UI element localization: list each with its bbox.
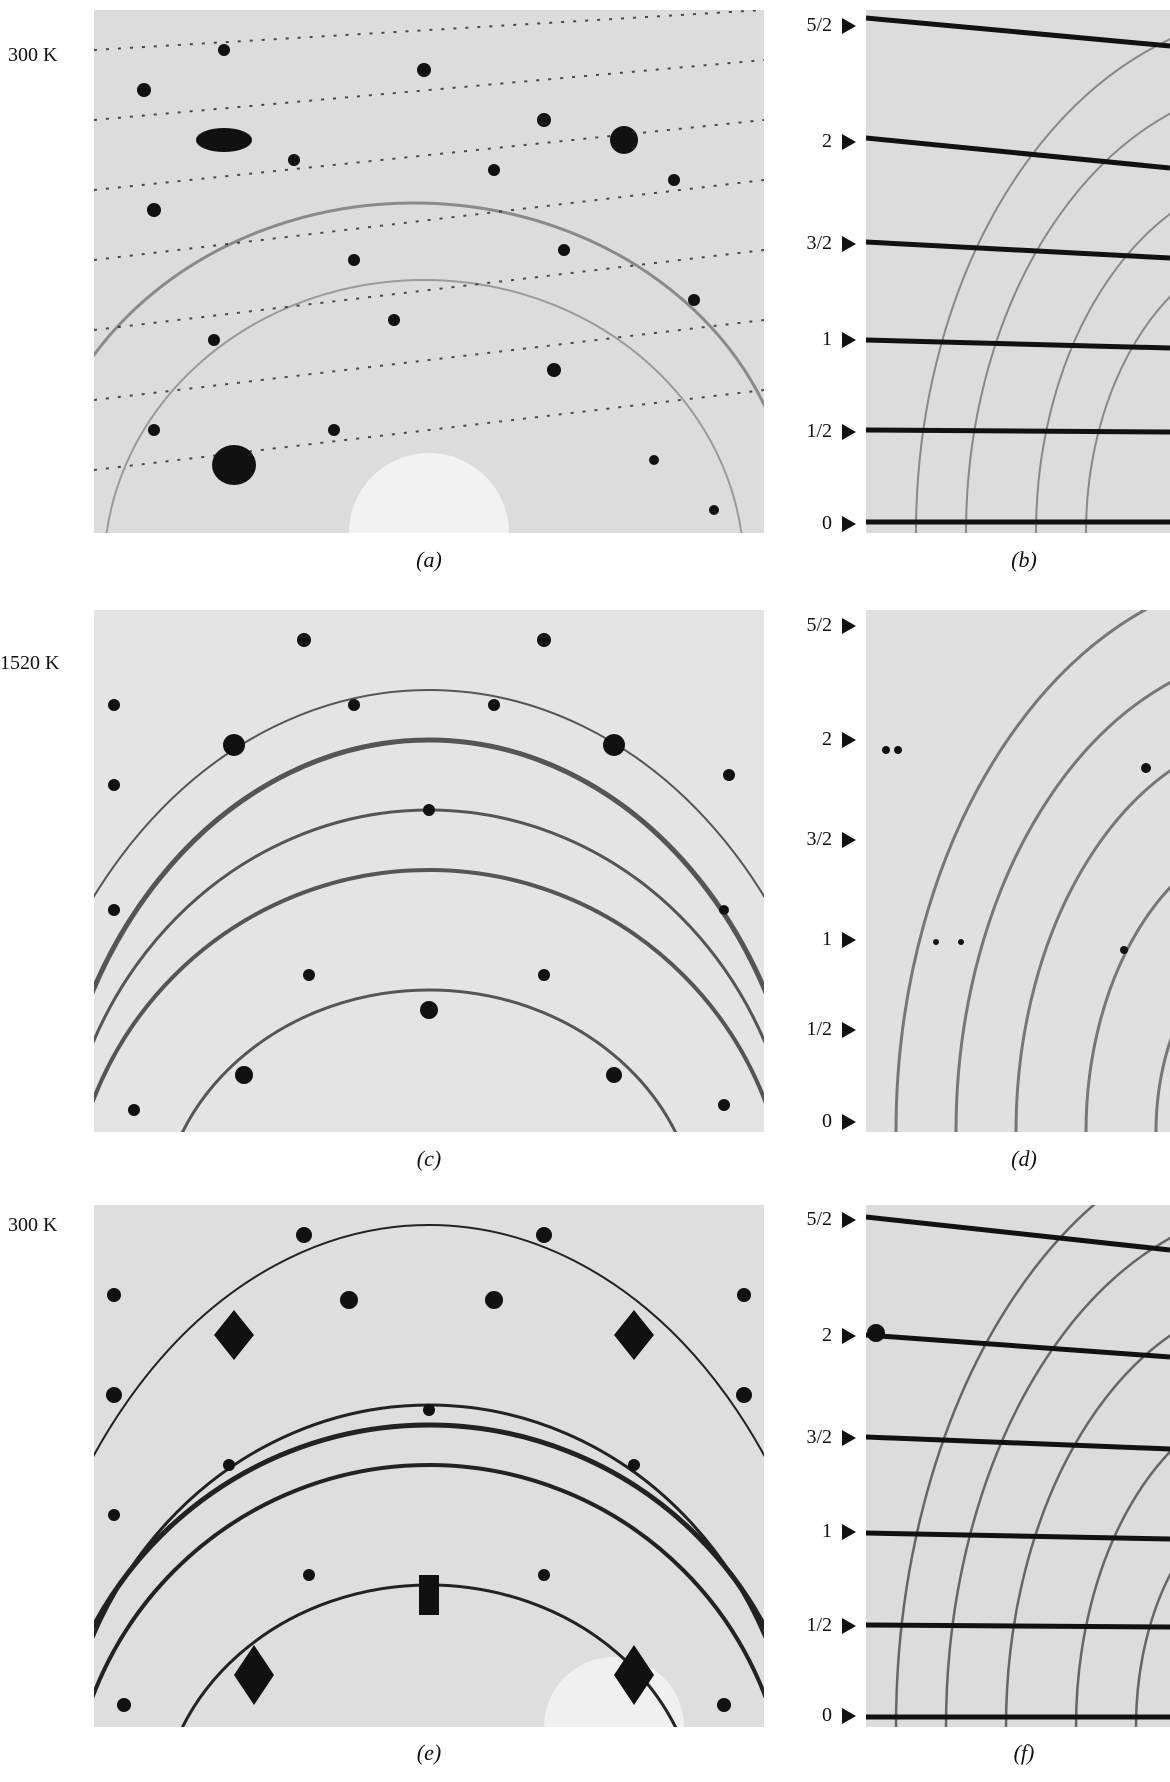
- panel-caption-a: (a): [416, 547, 442, 572]
- panel-caption-c: (c): [416, 1146, 442, 1171]
- tick-label: 1: [822, 928, 832, 950]
- tick-arrow-icon: [842, 932, 856, 948]
- tick-arrow-icon: [842, 732, 856, 748]
- tick-arrow-icon: [842, 832, 856, 848]
- pattern-e-graphic: [94, 1205, 764, 1727]
- pattern-b-graphic: [866, 10, 1170, 533]
- pattern-f-graphic: [866, 1205, 1170, 1727]
- tick-arrow-icon: [842, 618, 856, 634]
- tick-arrow-icon: [842, 1212, 856, 1228]
- tick-label: 1: [822, 328, 832, 350]
- panel-caption-d: (d): [1011, 1146, 1037, 1171]
- tick-label: 3/2: [806, 232, 832, 254]
- tick-arrow-icon: [842, 424, 856, 440]
- pattern-c-graphic: [94, 610, 764, 1132]
- row-temperature-label: 300 K: [8, 44, 58, 66]
- panel-caption-f: (f): [1013, 1740, 1035, 1765]
- tick-label: 0: [822, 1110, 832, 1132]
- diffraction-pattern-e: [94, 1205, 764, 1727]
- pattern-a-graphic: [94, 10, 764, 533]
- tick-arrow-icon: [842, 332, 856, 348]
- layer-pattern-d: [866, 610, 1170, 1132]
- tick-label: 1/2: [806, 420, 832, 442]
- row-temperature-label: 1520 K: [0, 652, 60, 674]
- tick-label: 0: [822, 512, 832, 534]
- tick-label: 2: [822, 728, 832, 750]
- row-temperature-label: 300 K: [8, 1214, 58, 1236]
- panel-caption-b: (b): [1011, 547, 1037, 572]
- tick-label: 2: [822, 1324, 832, 1346]
- layer-pattern-f: [866, 1205, 1170, 1727]
- tick-label: 1: [822, 1520, 832, 1542]
- tick-arrow-icon: [842, 1114, 856, 1130]
- tick-arrow-icon: [842, 236, 856, 252]
- tick-arrow-icon: [842, 1430, 856, 1446]
- layer-pattern-b: [866, 10, 1170, 533]
- diffraction-pattern-c: [94, 610, 764, 1132]
- tick-label: 0: [822, 1704, 832, 1726]
- tick-arrow-icon: [842, 1618, 856, 1634]
- tick-label: 3/2: [806, 1426, 832, 1448]
- tick-label: 1/2: [806, 1614, 832, 1636]
- tick-arrow-icon: [842, 134, 856, 150]
- panel-caption-e: (e): [416, 1740, 442, 1765]
- tick-arrow-icon: [842, 1708, 856, 1724]
- diffraction-pattern-a: [94, 10, 764, 533]
- tick-arrow-icon: [842, 516, 856, 532]
- tick-label: 1/2: [806, 1018, 832, 1040]
- tick-label: 5/2: [806, 1208, 832, 1230]
- tick-arrow-icon: [842, 1022, 856, 1038]
- tick-arrow-icon: [842, 1328, 856, 1344]
- tick-arrow-icon: [842, 1524, 856, 1540]
- tick-arrow-icon: [842, 18, 856, 34]
- pattern-d-graphic: [866, 610, 1170, 1132]
- tick-label: 5/2: [806, 14, 832, 36]
- tick-label: 3/2: [806, 828, 832, 850]
- tick-label: 2: [822, 130, 832, 152]
- tick-label: 5/2: [806, 614, 832, 636]
